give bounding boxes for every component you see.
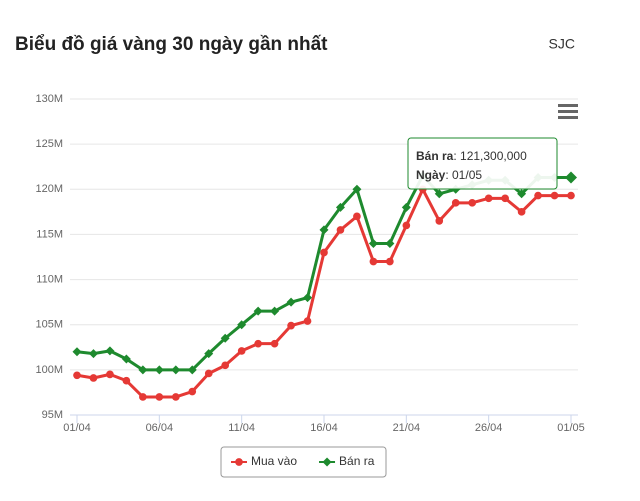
- marker: [105, 346, 115, 356]
- marker: [204, 349, 214, 359]
- x-tick-label: 06/04: [146, 422, 174, 434]
- marker: [204, 369, 213, 378]
- y-tick-label: 110M: [36, 273, 63, 285]
- marker: [451, 199, 460, 207]
- menu-bar: [558, 110, 578, 113]
- marker: [401, 202, 411, 212]
- marker: [303, 293, 313, 303]
- tooltip-line: Bán ra: 121,300,000: [416, 149, 527, 163]
- marker: [353, 212, 361, 221]
- chart-subtitle: SJC: [549, 36, 575, 52]
- marker: [386, 257, 394, 266]
- legend-item[interactable]: Bán ra: [319, 454, 375, 468]
- menu-bar: [558, 116, 578, 119]
- marker: [89, 374, 98, 382]
- x-tick-label: 21/04: [393, 422, 421, 434]
- marker: [567, 191, 575, 200]
- marker: [434, 189, 444, 199]
- marker: [322, 457, 332, 467]
- marker: [319, 225, 329, 235]
- marker: [286, 297, 296, 307]
- marker: [106, 370, 114, 379]
- y-tick-label: 105M: [35, 319, 63, 331]
- marker: [73, 371, 81, 380]
- legend-label: Bán ra: [339, 454, 375, 468]
- legend-box: [220, 446, 387, 478]
- y-tick-label: 130M: [35, 93, 63, 105]
- y-tick-label: 125M: [35, 138, 63, 150]
- marker: [270, 339, 279, 348]
- marker: [138, 365, 148, 375]
- marker: [352, 184, 362, 194]
- marker: [517, 189, 527, 199]
- x-tick-label: 01/04: [63, 422, 91, 434]
- marker: [501, 194, 509, 203]
- marker: [303, 317, 312, 325]
- marker: [155, 393, 164, 401]
- marker: [187, 365, 197, 375]
- marker: [254, 339, 262, 348]
- marker: [237, 347, 246, 355]
- chart-title: Biểu đồ giá vàng 30 ngày gần nhất: [15, 34, 328, 55]
- legend: Mua vào Bán ra: [231, 454, 375, 468]
- tooltip: Bán ra: 121,300,000 Ngày: 01/05: [407, 137, 558, 190]
- legend-item[interactable]: Mua vào: [231, 454, 297, 468]
- x-tick-label: 16/04: [310, 422, 338, 434]
- y-tick-label: 95M: [42, 409, 63, 421]
- marker: [369, 257, 378, 266]
- x-tick-label: 01/05: [557, 422, 585, 434]
- menu-button[interactable]: [558, 104, 578, 119]
- marker: [435, 217, 444, 225]
- marker: [221, 361, 230, 370]
- marker: [121, 354, 131, 364]
- y-tick-label: 120M: [35, 183, 63, 195]
- marker: [335, 202, 345, 212]
- x-tick-label: 11/04: [228, 422, 255, 434]
- marker: [336, 226, 345, 234]
- marker: [122, 376, 131, 385]
- marker: [171, 393, 180, 401]
- marker: [484, 194, 493, 203]
- marker: [139, 393, 147, 401]
- marker: [220, 333, 230, 343]
- tooltip-label: Ngày: [416, 168, 446, 182]
- marker: [72, 347, 82, 357]
- marker: [320, 248, 328, 257]
- marker: [88, 349, 98, 359]
- marker: [550, 191, 559, 200]
- marker: [385, 238, 395, 248]
- marker: [270, 306, 280, 316]
- marker: [253, 306, 263, 316]
- x-tick-label: 26/04: [475, 422, 503, 434]
- marker: [188, 387, 197, 396]
- tooltip-label: Bán ra: [416, 149, 454, 163]
- marker: [565, 171, 577, 184]
- y-tick-label: 115M: [36, 228, 63, 240]
- tooltip-box: [407, 137, 558, 190]
- marker: [534, 191, 542, 200]
- marker: [368, 238, 378, 248]
- menu-bar: [558, 104, 578, 107]
- marker: [171, 365, 181, 375]
- marker: [517, 208, 526, 216]
- legend-label: Mua vào: [251, 454, 297, 468]
- grid: 95M 100M 105M 110M 115M 120M 125M 130M 01/04 06/0…: [35, 93, 584, 434]
- marker: [287, 321, 295, 330]
- marker: [402, 221, 411, 230]
- marker: [235, 458, 243, 466]
- tooltip-text: : 01/05: [445, 168, 482, 182]
- tooltip-line: Ngày: 01/05: [416, 168, 482, 182]
- y-tick-label: 100M: [35, 364, 63, 376]
- marker: [237, 320, 247, 330]
- tooltip-text: : 121,300,000: [453, 149, 527, 163]
- marker: [468, 199, 477, 207]
- marker: [154, 365, 164, 375]
